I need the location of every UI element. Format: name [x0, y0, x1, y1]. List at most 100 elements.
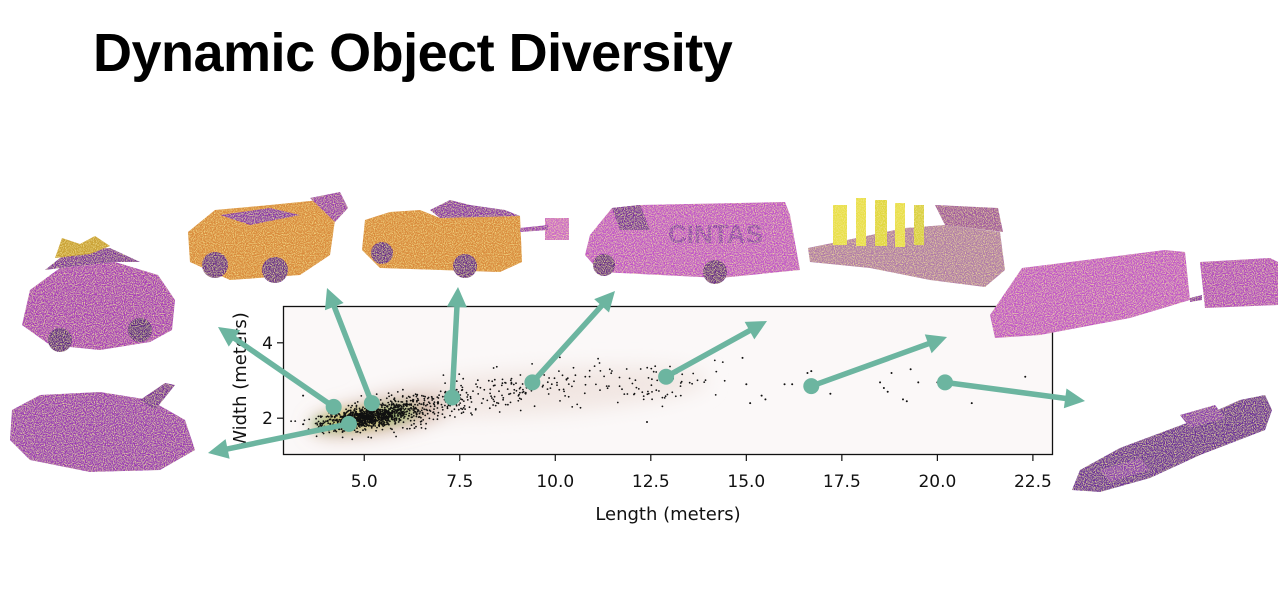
scatter-point	[618, 385, 621, 388]
vehicle-suv-roof-rack	[22, 236, 175, 352]
scatter-point	[669, 365, 671, 368]
scatter-point	[424, 395, 426, 398]
scatter-point	[446, 407, 449, 410]
arrow-shaft	[449, 304, 460, 401]
scatter-point	[599, 370, 602, 372]
scatter-point	[492, 367, 495, 369]
scatter-point	[533, 405, 536, 408]
scatter-point	[599, 389, 601, 391]
arrow-head-icon	[744, 321, 767, 340]
scatter-point	[403, 408, 406, 411]
scatter-point	[336, 418, 338, 421]
scatter-point	[745, 383, 748, 386]
arrow-head-icon	[446, 287, 467, 308]
scatter-point	[374, 421, 377, 424]
scatter-point	[610, 372, 613, 375]
scatter-point	[471, 413, 473, 416]
scatter-point	[498, 411, 501, 413]
scatter-point	[341, 415, 344, 418]
scatter-point	[437, 411, 440, 414]
scatter-point	[336, 419, 338, 422]
scatter-point	[556, 384, 558, 386]
scatter-point	[404, 407, 407, 410]
scatter-point	[360, 421, 363, 423]
scatter-point	[415, 413, 418, 416]
scatter-point	[882, 387, 885, 390]
scatter-point	[389, 414, 392, 417]
arrow-shaft	[663, 327, 753, 380]
scatter-point	[383, 421, 386, 424]
scatter-point	[344, 414, 347, 417]
scatter-point	[410, 416, 413, 419]
scatter-point	[428, 417, 431, 420]
scatter-point	[395, 404, 398, 407]
scatter-point	[356, 430, 359, 433]
scatter-point	[349, 411, 352, 414]
scatter-point	[571, 385, 573, 388]
scatter-point	[380, 416, 383, 419]
scatter-point	[403, 415, 406, 418]
scatter-point	[886, 390, 889, 393]
scatter-point	[493, 378, 496, 381]
scatter-point	[642, 398, 645, 401]
scatter-point	[500, 384, 503, 387]
scatter-point	[363, 412, 365, 414]
scatter-point	[556, 381, 558, 384]
scatter-point	[469, 397, 472, 400]
scatter-point	[631, 382, 634, 385]
scatter-point	[696, 379, 699, 382]
scatter-point	[367, 436, 370, 438]
scatter-point	[335, 430, 338, 433]
scatter-point	[383, 404, 386, 406]
scatter-point	[370, 427, 373, 429]
scatter-point	[383, 406, 386, 409]
scatter-point	[353, 414, 356, 417]
scatter-point	[330, 414, 332, 416]
scatter-point	[579, 406, 582, 409]
scatter-point	[626, 393, 629, 395]
scatter-point	[356, 418, 359, 421]
scatter-point	[397, 415, 400, 417]
scatter-point	[397, 421, 400, 423]
scatter-point	[415, 395, 418, 398]
annotation-arrows	[208, 287, 1085, 459]
scatter-point	[567, 383, 570, 385]
scatter-point	[428, 409, 431, 412]
scatter-point	[340, 428, 343, 431]
scatter-point	[355, 404, 358, 407]
scatter-point	[460, 398, 462, 400]
scatter-point	[347, 414, 349, 417]
scatter-point	[290, 420, 292, 423]
scatter-point	[319, 422, 322, 425]
scatter-point	[634, 379, 637, 382]
scatter-point	[415, 415, 418, 418]
annotation-dot	[937, 374, 954, 391]
scatter-point	[647, 390, 649, 393]
scatter-point	[375, 393, 378, 395]
scatter-point	[315, 417, 317, 420]
y-axis: 24	[262, 334, 283, 429]
scatter-point	[389, 408, 391, 411]
scatter-point	[385, 417, 388, 420]
scatter-point	[360, 425, 363, 427]
vehicle-hatchback-open	[188, 192, 348, 283]
scatter-point	[390, 406, 392, 409]
scatter-point	[373, 420, 375, 423]
scatter-point	[417, 409, 420, 412]
scatter-point	[418, 402, 421, 405]
scatter-point	[355, 431, 357, 433]
scatter-points	[290, 356, 1027, 441]
scatter-point	[424, 414, 427, 417]
scatter-point	[316, 423, 319, 426]
scatter-point	[393, 404, 396, 406]
scatter-point	[679, 394, 682, 397]
scatter-point	[391, 416, 394, 419]
scatter-point	[380, 423, 383, 425]
scatter-point	[356, 427, 358, 430]
scatter-point	[386, 406, 389, 408]
scatter-point	[436, 407, 439, 409]
scatter-point	[588, 369, 591, 372]
scatter-point	[521, 383, 524, 385]
scatter-point	[655, 371, 658, 373]
